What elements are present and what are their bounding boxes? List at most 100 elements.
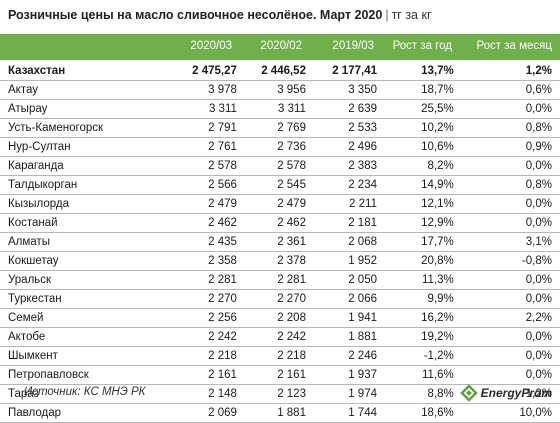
price-2020-02-cell: 2 479 xyxy=(236,194,306,214)
price-2020-03-cell: 2 281 xyxy=(156,270,237,290)
price-2020-03-cell: 2 479 xyxy=(156,194,237,214)
table-row: Кызылорда 2 479 2 479 2 211 12,1% 0,0% xyxy=(0,194,560,214)
title-separator: | xyxy=(385,8,389,22)
city-cell: Семей xyxy=(0,308,157,328)
price-2019-03-cell: 1 744 xyxy=(305,403,377,423)
growth-month-cell: 0,0% xyxy=(453,327,560,347)
column-header-2020-02: 2020/02 xyxy=(260,40,302,52)
growth-month-cell: 3,1% xyxy=(453,232,560,252)
price-2020-02-cell: 2 281 xyxy=(236,270,306,290)
city-cell: Шымкент xyxy=(0,346,157,366)
table-row: Актау 3 978 3 956 3 350 18,7% 0,6% xyxy=(0,80,560,100)
price-2020-03-cell: 2 242 xyxy=(156,327,237,347)
growth-month-cell: 2,2% xyxy=(453,308,560,328)
growth-year-cell: 12,1% xyxy=(376,194,454,214)
growth-year-cell: 16,2% xyxy=(376,308,454,328)
growth-month-cell: 0,8% xyxy=(453,175,560,195)
price-2020-03-cell: 2 069 xyxy=(156,403,237,423)
table-row: Кокшетау 2 358 2 378 1 952 20,8% -0,8% xyxy=(0,251,560,271)
city-cell: Актау xyxy=(0,80,157,100)
price-2020-03-cell: 3 978 xyxy=(156,80,237,100)
city-cell: Петропавловск xyxy=(0,365,157,385)
growth-month-cell: 0,0% xyxy=(453,213,560,233)
price-2020-03-cell: 2 270 xyxy=(156,289,237,309)
price-2020-03-cell: 2 358 xyxy=(156,251,237,271)
growth-month-cell: 0,0% xyxy=(453,99,560,119)
table-row: Костанай 2 462 2 462 2 181 12,9% 0,0% xyxy=(0,213,560,233)
city-cell: Туркестан xyxy=(0,289,157,309)
growth-year-cell: 18,7% xyxy=(376,80,454,100)
price-2020-02-cell: 2 378 xyxy=(236,251,306,271)
price-2019-03-cell: 3 350 xyxy=(305,80,377,100)
price-2020-03-cell: 2 791 xyxy=(156,118,237,138)
unit-label: тг за кг xyxy=(391,8,432,22)
table-row: Караганда 2 578 2 578 2 383 8,2% 0,0% xyxy=(0,156,560,176)
city-cell: Павлодар xyxy=(0,403,157,423)
city-cell: Нур-Султан xyxy=(0,137,157,157)
price-2019-03-cell: 1 952 xyxy=(305,251,377,271)
title-text: Розничные цены на масло сливочное несолё… xyxy=(8,8,383,22)
column-header-2020-03: 2020/03 xyxy=(190,40,232,52)
price-2020-03-cell: 2 578 xyxy=(156,156,237,176)
growth-year-cell: -1,2% xyxy=(376,346,454,366)
table-header: 2020/03 2020/02 2019/03 Рост за год Рост… xyxy=(0,34,560,60)
price-2020-02-cell: 2 736 xyxy=(236,137,306,157)
source-note: Источник: КС МНЭ РК xyxy=(24,386,146,398)
table-row: Усть-Каменогорск 2 791 2 769 2 533 10,2% 0,8% xyxy=(0,118,560,138)
table-row: Уральск 2 281 2 281 2 050 11,3% 0,0% xyxy=(0,270,560,290)
price-2020-02-cell: 3 956 xyxy=(236,80,306,100)
city-cell: Караганда xyxy=(0,156,157,176)
price-2020-03-cell: 2 435 xyxy=(156,232,237,252)
city-cell: Уральск xyxy=(0,270,157,290)
footer: Источник: КС МНЭ РК EnergyProm xyxy=(0,382,560,406)
city-cell: Костанай xyxy=(0,213,157,233)
growth-year-cell: 14,9% xyxy=(376,175,454,195)
growth-month-cell: 0,0% xyxy=(453,346,560,366)
growth-year-cell: 9,9% xyxy=(376,289,454,309)
growth-month-cell: 0,6% xyxy=(453,80,560,100)
growth-month-cell: 0,8% xyxy=(453,118,560,138)
price-2020-02-cell: 2 769 xyxy=(236,118,306,138)
price-2020-03-cell: 3 311 xyxy=(156,99,237,119)
growth-year-cell: 25,5% xyxy=(376,99,454,119)
price-2020-03-cell: 2 256 xyxy=(156,308,237,328)
growth-year-cell: 20,8% xyxy=(376,251,454,271)
price-2019-03-cell: 2 068 xyxy=(305,232,377,252)
growth-month-cell: 0,0% xyxy=(453,156,560,176)
growth-month-cell: 0,0% xyxy=(453,194,560,214)
energyprom-logo: EnergyProm xyxy=(459,383,552,403)
price-2019-03-cell: 2 383 xyxy=(305,156,377,176)
price-2019-03-cell: 1 881 xyxy=(305,327,377,347)
price-2019-03-cell: 2 050 xyxy=(305,270,377,290)
price-2020-02-cell: 2 123 xyxy=(236,384,306,404)
price-2019-03-cell: 2 639 xyxy=(305,99,377,119)
growth-year-cell: 19,2% xyxy=(376,327,454,347)
growth-year-cell: 12,9% xyxy=(376,213,454,233)
city-cell: Казахстан xyxy=(0,62,157,81)
growth-month-cell: 1,2% xyxy=(453,384,560,404)
growth-year-cell: 8,2% xyxy=(376,156,454,176)
growth-month-cell: 1,2% xyxy=(453,62,560,81)
table-row: Алматы 2 435 2 361 2 068 17,7% 3,1% xyxy=(0,232,560,252)
price-table: Казахстан 2 475,27 2 446,52 2 177,41 13,7% 1,… xyxy=(0,62,560,423)
table-row: Нур-Султан 2 761 2 736 2 496 10,6% 0,9% xyxy=(0,137,560,157)
price-2020-03-cell: 2 161 xyxy=(156,365,237,385)
table-row: Туркестан 2 270 2 270 2 066 9,9% 0,0% xyxy=(0,289,560,309)
price-2019-03-cell: 2 234 xyxy=(305,175,377,195)
price-2019-03-cell: 2 177,41 xyxy=(305,62,377,81)
price-2020-02-cell: 2 242 xyxy=(236,327,306,347)
city-cell: Актобе xyxy=(0,327,157,347)
growth-month-cell: 0,0% xyxy=(453,289,560,309)
table-row: Тараз 2 148 2 123 1 974 8,8% 1,2% xyxy=(0,384,560,404)
city-cell: Алматы xyxy=(0,232,157,252)
table-row-total: Казахстан 2 475,27 2 446,52 2 177,41 13,7% 1,… xyxy=(0,62,560,81)
price-2020-02-cell: 2 218 xyxy=(236,346,306,366)
price-2020-03-cell: 2 566 xyxy=(156,175,237,195)
price-2020-03-cell: 2 761 xyxy=(156,137,237,157)
city-cell: Талдыкорган xyxy=(0,175,157,195)
price-2020-02-cell: 2 270 xyxy=(236,289,306,309)
city-cell: Кокшетау xyxy=(0,251,157,271)
logo-text: EnergyProm xyxy=(480,386,552,400)
table-row: Петропавловск 2 161 2 161 1 937 11,6% 0,0% xyxy=(0,365,560,385)
table-row: Павлодар 2 069 1 881 1 744 18,6% 10,0% xyxy=(0,403,560,423)
